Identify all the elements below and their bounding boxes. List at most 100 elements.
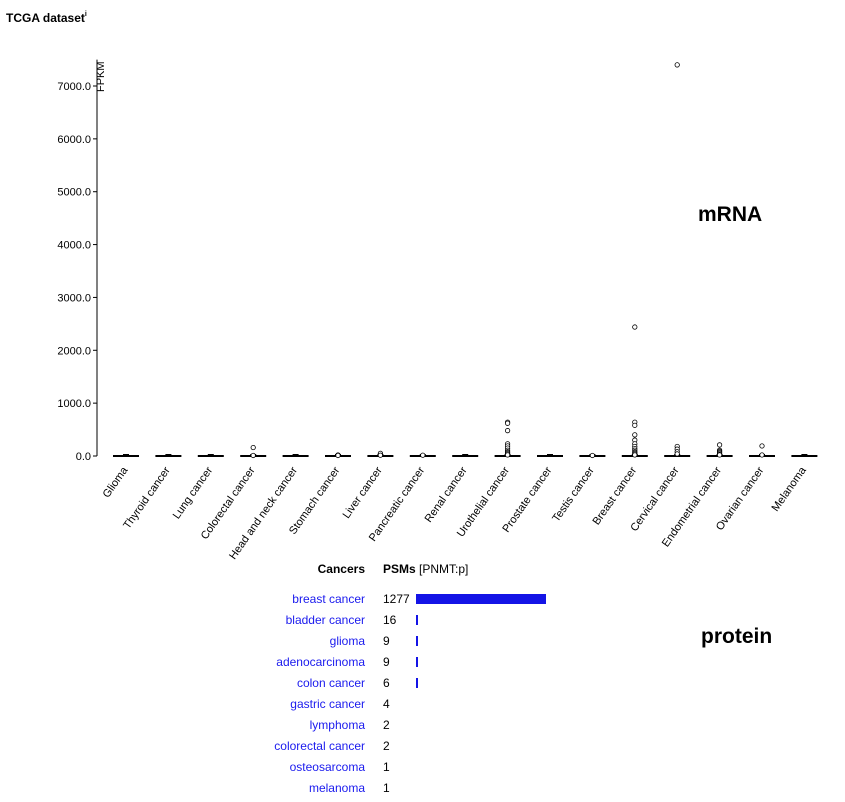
outlier-point [377,452,383,458]
y-tick-label: 3000.0 [57,292,91,304]
x-category-label: Lung cancer [171,465,216,522]
y-tick-label: 0.0 [76,451,91,463]
outlier-point [504,452,511,458]
cancer-link[interactable]: lymphoma [309,718,365,732]
box-endometrial-cancer [706,442,733,458]
box-body [165,454,172,457]
protein-row: osteosarcoma 1 [0,760,600,781]
box-body [292,454,299,457]
protein-row: gastric cancer 4 [0,697,600,718]
psm-value: 6 [383,676,390,690]
box-body [207,454,214,457]
mrna-boxplot-chart: 0.0 1000.0 2000.0 3000.0 4000.0 5000.0 6000.0 7… [57,59,818,560]
protein-row: adenocarcinoma 9 [0,655,600,676]
box-testis-cancer [579,452,606,459]
box-renal-cancer [452,454,479,457]
y-axis: 0.0 1000.0 2000.0 3000.0 4000.0 5000.0 6000.0 7… [57,59,98,463]
cancer-link[interactable]: colorectal cancer [274,739,365,753]
psm-value: 9 [383,655,390,669]
protein-row: bladder cancer 16 [0,613,600,634]
protein-row: melanoma 1 [0,781,600,802]
box-urothelial-cancer [494,419,521,458]
psm-bar [416,636,418,646]
outlier-point [759,452,765,458]
outlier-point [250,444,256,451]
outlier-point [632,452,638,458]
protein-row: breast cancer 1277 [0,592,600,613]
outlier-point [716,442,723,448]
y-tick-label: 7000.0 [57,81,91,93]
box-breast-cancer [621,324,648,458]
cancer-link[interactable]: colon cancer [296,676,365,690]
y-tick-label: 4000.0 [57,240,91,252]
psm-value: 16 [383,613,397,627]
psm-bar [416,615,418,625]
psm-value: 4 [383,697,390,711]
y-tick-label: 5000.0 [57,187,91,199]
box-thyroid-cancer [155,454,182,457]
cancer-link[interactable]: melanoma [308,781,365,795]
cancer-link[interactable]: adenocarcinoma [276,655,365,669]
y-axis-label: FPKM [95,61,107,92]
protein-row: glioma 9 [0,634,600,655]
x-category-label: Glioma [101,464,131,500]
protein-table-header: Cancers PSMs [PNMT:p] [0,562,600,583]
outlier-point [632,324,638,330]
protein-label: protein [701,625,773,648]
box-series [113,62,818,459]
psm-value: 2 [383,718,390,732]
outlier-point [759,443,765,449]
box-stomach-cancer [325,452,351,459]
cancer-link[interactable]: glioma [329,634,365,648]
outlier-point [335,452,341,459]
box-cervical-cancer [664,62,691,457]
outlier-point [504,428,511,434]
box-body [123,454,129,457]
x-category-label: Renal cancer [423,465,470,525]
page-title: TCGA dataseti [6,11,87,25]
outlier-point [716,452,723,458]
outlier-point [420,452,426,458]
box-pancreatic-cancer [409,452,436,458]
box-body [801,454,808,457]
psm-value: 1277 [383,592,410,606]
psm-bar [416,594,546,604]
box-body [462,454,469,457]
x-category-label: Thyroid cancer [121,465,173,532]
y-tick-label: 2000.0 [57,345,91,357]
box-glioma [113,454,139,457]
psm-bar [416,678,418,688]
y-tick-label: 1000.0 [57,398,91,410]
cancer-link[interactable]: gastric cancer [290,697,365,711]
psm-value: 9 [383,634,390,648]
info-icon[interactable]: i [84,11,87,18]
outlier-point [504,420,511,426]
box-head-and-neck-cancer [282,454,309,457]
cancer-link[interactable]: breast cancer [292,592,365,606]
protein-row: lymphoma 2 [0,718,600,739]
y-tick-label: 6000.0 [57,134,91,146]
box-body [547,454,553,457]
psms-column-header: PSMs [PNMT:p] [383,562,469,576]
psm-value: 1 [383,781,390,795]
x-category-label: Breast cancer [590,465,639,528]
outlier-point [632,422,638,428]
box-colorectal-cancer [240,444,267,459]
cancer-link[interactable]: bladder cancer [285,613,365,627]
outlier-point [589,452,596,459]
outlier-point [250,452,256,459]
x-category-label: Liver cancer [341,465,385,521]
x-category-label: Melanoma [770,464,810,514]
outlier-point [674,451,680,457]
mrna-label: mRNA [698,203,763,226]
outlier-point [632,432,638,438]
cancers-column-header: Cancers [317,562,365,576]
outlier-point [674,62,680,68]
protein-row: colon cancer 6 [0,676,600,697]
box-melanoma [791,454,818,457]
cancer-link[interactable]: osteosarcoma [289,760,365,774]
box-ovarian-cancer [749,443,775,458]
protein-row: colorectal cancer 2 [0,739,600,760]
box-lung-cancer [197,454,224,457]
